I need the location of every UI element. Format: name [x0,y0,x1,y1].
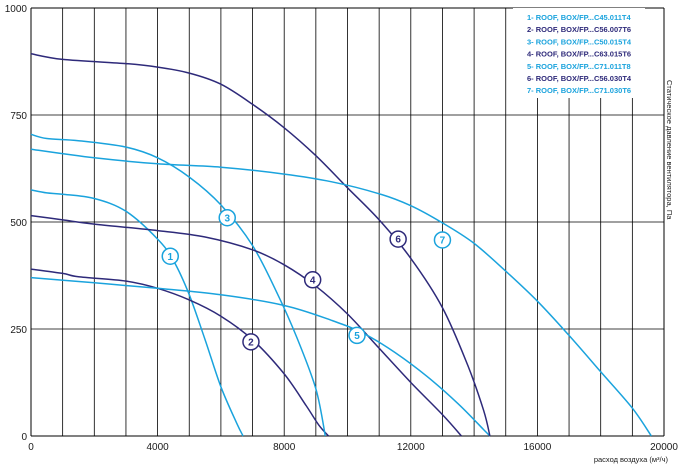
legend-entry-4: 4- ROOF, BOX/FP...C63.015T6 [527,50,631,59]
series-line-5 [30,276,491,437]
y-tick-label: 250 [10,325,27,336]
legend-entry-5: 5- ROOF, BOX/FP...C71.011T8 [527,62,631,71]
curve-label-4: 4 [310,275,316,286]
legend-entry-2: 2- ROOF, BOX/FP...C56.007T6 [527,25,631,34]
y-tick-label: 500 [10,218,27,229]
y-tick-label: 750 [10,111,27,122]
x-tick-label: 4000 [146,442,169,453]
curve-marker-4 [303,271,322,289]
legend-box [513,8,645,98]
curve-marker-2 [242,333,260,351]
y-tick-label: 1000 [5,4,28,15]
y-axis-title: Статическое давление вентилятора, Па [665,80,674,220]
curve-label-2: 2 [248,337,254,348]
legend-entry-6: 6- ROOF, BOX/FP...C56.030T4 [527,74,632,83]
x-tick-label: 16000 [523,442,551,453]
y-tick-label: 0 [21,432,27,443]
series-line-4 [30,214,462,437]
curve-marker-5 [348,326,366,345]
curve-marker-1 [161,247,180,265]
curve-label-3: 3 [224,213,230,224]
x-tick-label: 12000 [397,442,425,453]
series-line-2 [30,268,330,437]
x-axis-title: расход воздуха (м³/ч) [594,455,669,464]
curve-marker-7 [433,231,452,249]
legend-entry-1: 1- ROOF, BOX/FP...C45.011T4 [527,13,631,22]
x-tick-label: 20000 [650,442,678,453]
series-line-7 [30,148,652,437]
series-line-3 [30,133,327,437]
x-tick-label: 0 [28,442,34,453]
curve-marker-6 [389,230,407,248]
x-tick-label: 8000 [273,442,296,453]
grid [30,7,665,437]
curve-labels: 1 2 3 4 5 6 7 [161,208,452,351]
legend-entry-7: 7- ROOF, BOX/FP...C71.030T6 [527,86,631,95]
curve-label-6: 6 [395,235,401,246]
curve-label-5: 5 [354,331,360,342]
series-lines [30,53,652,437]
legend: 1- ROOF, BOX/FP...C45.011T4 2- ROOF, BOX/… [513,8,645,98]
curve-label-1: 1 [167,252,173,263]
series-line-6 [30,53,491,437]
curve-label-7: 7 [440,236,446,247]
axis-ticks: 0 4000 8000 12000 16000 20000 0 250 500 750 1000 [5,4,679,453]
curve-marker-3 [218,208,236,227]
legend-entry-3: 3- ROOF, BOX/FP...C50.015T4 [527,37,632,46]
